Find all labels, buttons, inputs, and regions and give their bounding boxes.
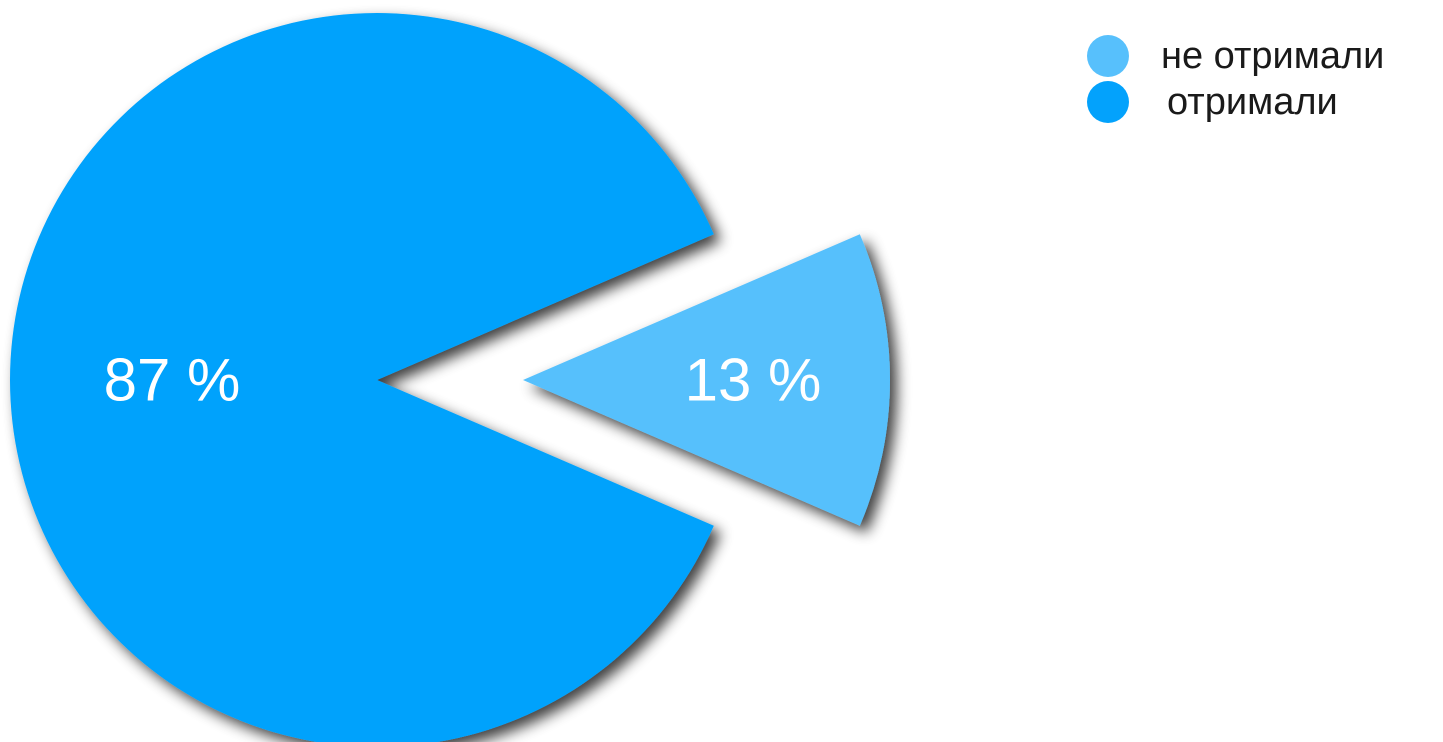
- legend-item-received: отримали: [1087, 81, 1384, 123]
- data-label-received: 87 %: [104, 347, 241, 414]
- chart-legend: не отримали отримали: [1087, 35, 1385, 128]
- pie-slice-received: [9, 13, 714, 742]
- legend-label-not-received: не отримали: [1161, 35, 1385, 77]
- legend-swatch-not-received: [1087, 35, 1129, 77]
- legend-swatch-received: [1087, 81, 1129, 123]
- pie-slice-not-received: [523, 234, 890, 526]
- legend-label-received: отримали: [1167, 81, 1338, 123]
- legend-item-not-received: не отримали: [1087, 35, 1385, 77]
- data-label-not-received: 13 %: [685, 347, 822, 414]
